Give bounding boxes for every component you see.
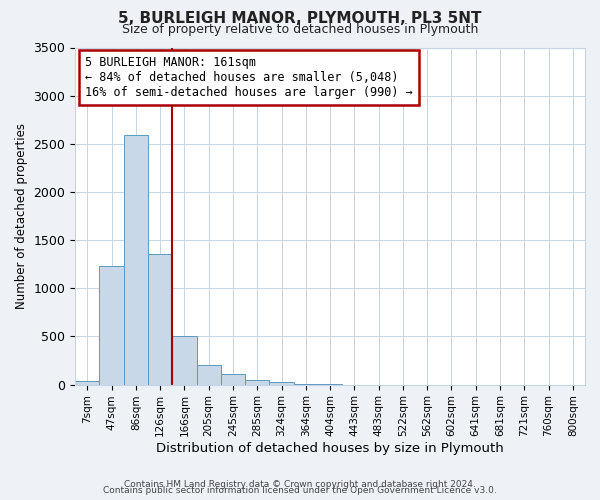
Text: 5, BURLEIGH MANOR, PLYMOUTH, PL3 5NT: 5, BURLEIGH MANOR, PLYMOUTH, PL3 5NT xyxy=(118,11,482,26)
Text: Contains HM Land Registry data © Crown copyright and database right 2024.: Contains HM Land Registry data © Crown c… xyxy=(124,480,476,489)
Bar xyxy=(148,254,172,384)
Bar xyxy=(100,266,124,384)
Text: 5 BURLEIGH MANOR: 161sqm
← 84% of detached houses are smaller (5,048)
16% of sem: 5 BURLEIGH MANOR: 161sqm ← 84% of detach… xyxy=(85,56,413,99)
Bar xyxy=(197,366,221,384)
Bar xyxy=(221,374,245,384)
Y-axis label: Number of detached properties: Number of detached properties xyxy=(15,123,28,309)
X-axis label: Distribution of detached houses by size in Plymouth: Distribution of detached houses by size … xyxy=(156,442,504,455)
Bar xyxy=(124,135,148,384)
Bar xyxy=(172,336,197,384)
Bar xyxy=(75,380,100,384)
Text: Size of property relative to detached houses in Plymouth: Size of property relative to detached ho… xyxy=(122,22,478,36)
Text: Contains public sector information licensed under the Open Government Licence v3: Contains public sector information licen… xyxy=(103,486,497,495)
Bar xyxy=(245,380,269,384)
Bar xyxy=(269,382,293,384)
